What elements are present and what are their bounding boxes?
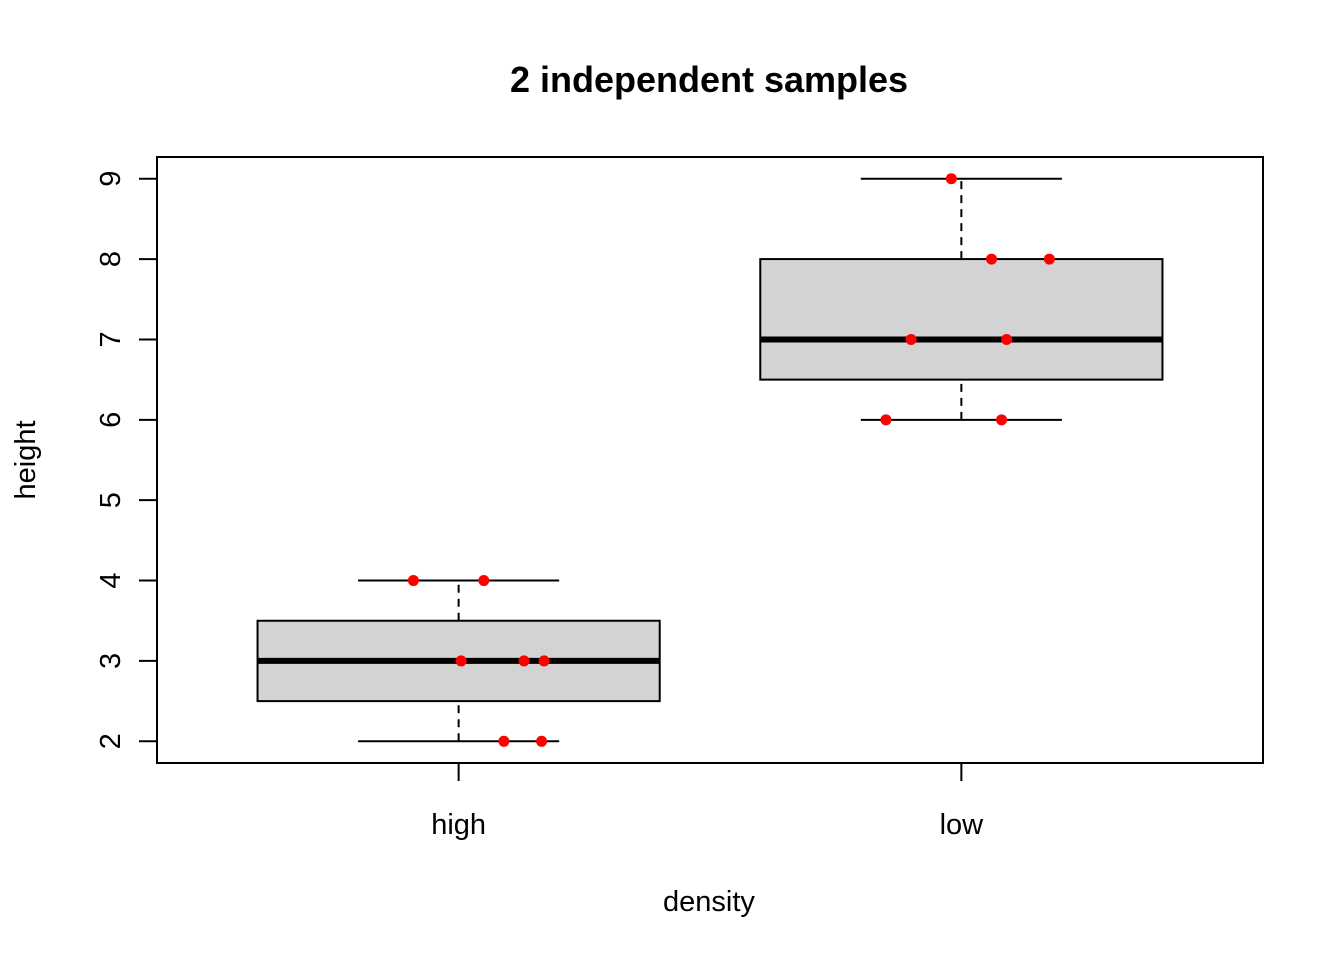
y-tick-label: 9 <box>95 171 127 187</box>
data-point <box>1001 333 1013 345</box>
data-point <box>945 173 957 185</box>
data-point <box>407 575 419 587</box>
y-tick-label: 5 <box>95 492 127 508</box>
data-point <box>455 655 467 667</box>
data-point <box>880 414 892 426</box>
x-axis: high low <box>431 763 984 841</box>
data-points <box>407 173 1055 747</box>
x-tick-label: low <box>940 809 985 841</box>
data-point <box>1043 253 1055 265</box>
y-tick-label: 3 <box>95 653 127 669</box>
data-point <box>996 414 1008 426</box>
y-axis-label: height <box>10 420 42 499</box>
x-axis-label: density <box>663 886 755 918</box>
data-point <box>538 655 550 667</box>
y-tick-label: 2 <box>95 733 127 749</box>
data-point <box>498 735 510 747</box>
y-tick-label: 6 <box>95 412 127 428</box>
y-tick-label: 8 <box>95 251 127 267</box>
y-tick-label: 7 <box>95 331 127 347</box>
plot-frame <box>156 156 1264 764</box>
data-point <box>905 333 917 345</box>
chart-title: 2 independent samples <box>510 59 908 100</box>
data-point <box>536 735 548 747</box>
y-tick-label: 4 <box>95 572 127 588</box>
x-tick-label: high <box>431 809 486 841</box>
y-axis: 2 3 4 5 6 7 8 9 <box>95 171 157 749</box>
boxes <box>256 177 1164 743</box>
data-point <box>518 655 530 667</box>
data-point <box>478 575 490 587</box>
box-iqr <box>759 258 1164 381</box>
data-point <box>986 253 998 265</box>
